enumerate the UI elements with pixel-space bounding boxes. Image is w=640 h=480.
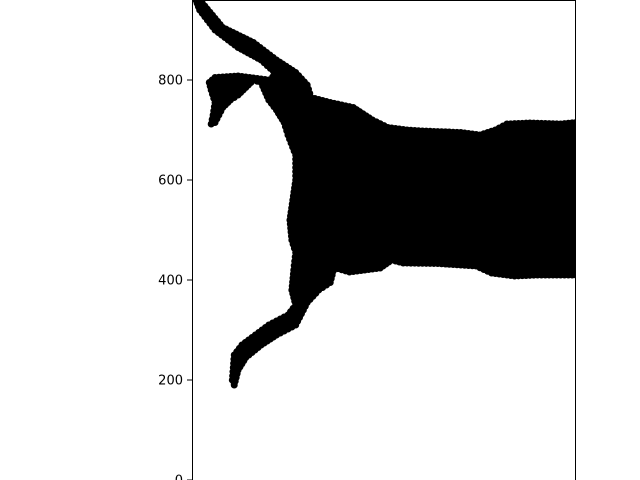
data-points xyxy=(192,0,576,389)
